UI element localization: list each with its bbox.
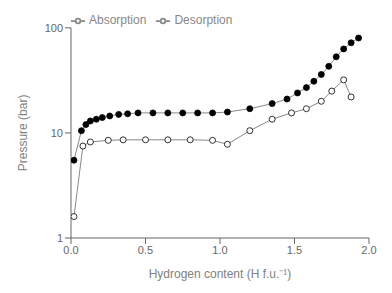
html-text:Desorption: Desorption: [174, 13, 233, 27]
svg-text:1.0: 1.0: [212, 244, 227, 256]
html-text:Absorption: Absorption: [89, 13, 147, 27]
svg-text:1: 1: [57, 232, 63, 244]
svg-text:0.5: 0.5: [138, 244, 153, 256]
svg-text:100: 100: [45, 22, 63, 34]
svg-text:Hydrogen content (H f.u.⁻¹): Hydrogen content (H f.u.⁻¹): [149, 267, 292, 281]
svg-text:0.0: 0.0: [63, 244, 78, 256]
svg-text:10: 10: [51, 127, 63, 139]
svg-text:Pressure (bar): Pressure (bar): [16, 95, 30, 172]
svg-text:1.5: 1.5: [287, 244, 302, 256]
svg-text:2.0: 2.0: [361, 244, 376, 256]
